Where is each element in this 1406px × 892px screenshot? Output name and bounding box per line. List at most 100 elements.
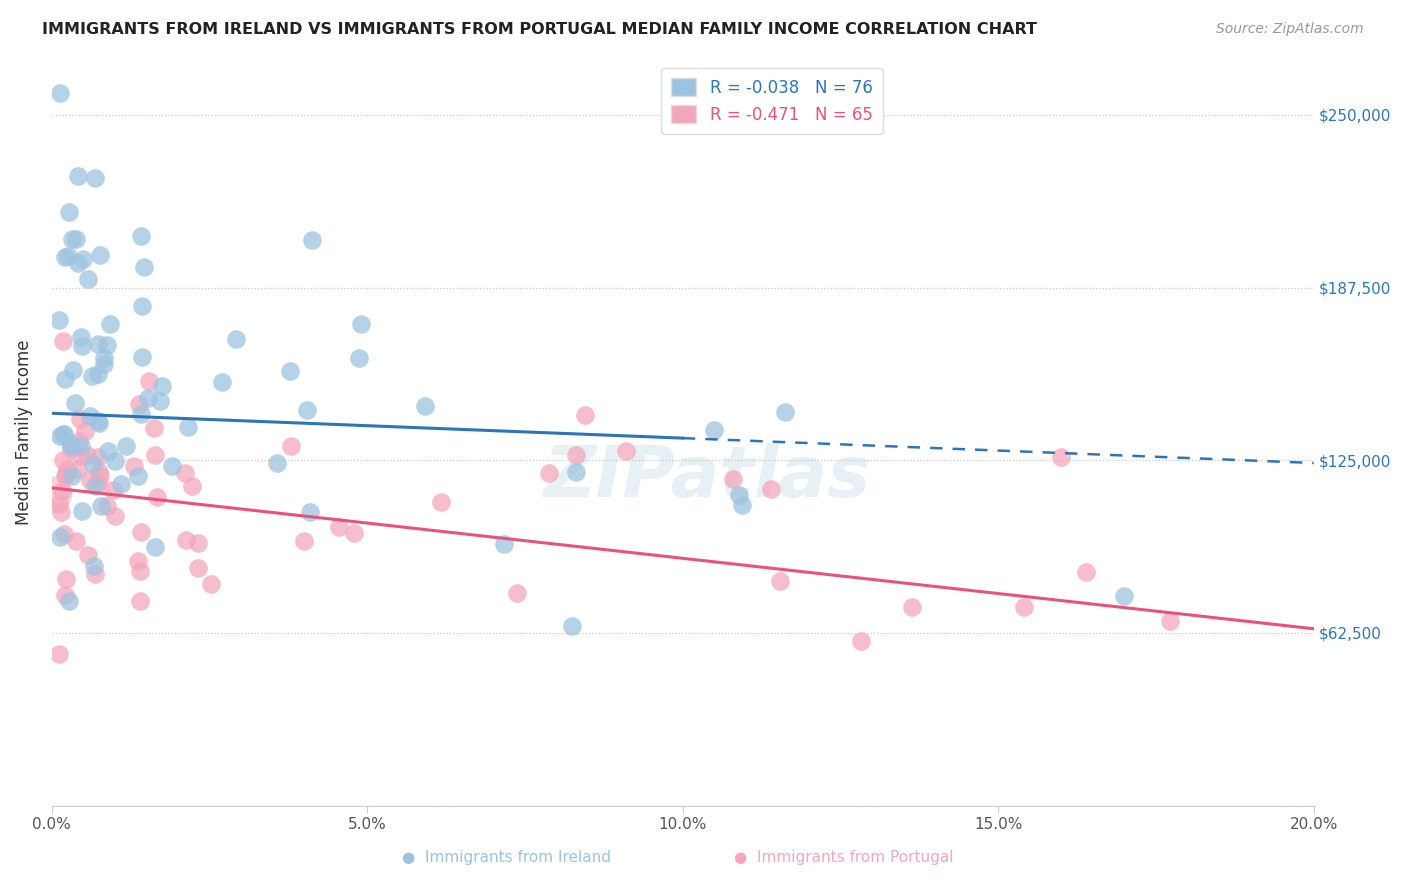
Point: [328, 519, 350, 533]
Point: [138, 374, 160, 388]
Point: [769, 574, 792, 588]
Point: [76, 448, 98, 462]
Point: [84, 567, 107, 582]
Point: [87, 414, 110, 428]
Point: [127, 469, 149, 483]
Point: [413, 399, 436, 413]
Point: [110, 477, 132, 491]
Point: [79, 474, 101, 488]
Point: [52, 427, 75, 442]
Point: [70, 339, 93, 353]
Point: [70, 439, 93, 453]
Point: [127, 554, 149, 568]
Point: [48, 647, 70, 661]
Point: [292, 533, 315, 548]
Point: [187, 561, 209, 575]
Point: [565, 465, 588, 479]
Point: [561, 619, 583, 633]
Point: [53, 250, 76, 264]
Point: [131, 351, 153, 365]
Point: [56, 249, 79, 263]
Point: [89, 466, 111, 480]
Point: [59, 436, 82, 450]
Point: [80, 368, 103, 383]
Point: [69, 412, 91, 426]
Point: [131, 299, 153, 313]
Point: [128, 396, 150, 410]
Point: [96, 499, 118, 513]
Point: [129, 565, 152, 579]
Point: [297, 402, 319, 417]
Point: [616, 443, 638, 458]
Point: [55, 467, 77, 482]
Point: [96, 338, 118, 352]
Point: [48, 429, 70, 443]
Point: [301, 233, 323, 247]
Point: [87, 450, 110, 464]
Point: [574, 409, 596, 423]
Point: [129, 408, 152, 422]
Point: [98, 318, 121, 332]
Text: ●  Immigrants from Portugal: ● Immigrants from Portugal: [734, 850, 953, 865]
Point: [1049, 450, 1071, 464]
Point: [278, 364, 301, 378]
Point: [73, 424, 96, 438]
Point: [51, 484, 73, 499]
Point: [53, 588, 76, 602]
Point: [62, 363, 84, 377]
Point: [65, 533, 87, 548]
Point: [211, 375, 233, 389]
Text: ZIPatlas: ZIPatlas: [544, 442, 872, 512]
Point: [52, 334, 75, 348]
Point: [93, 351, 115, 365]
Legend: R = -0.038   N = 76, R = -0.471   N = 65: R = -0.038 N = 76, R = -0.471 N = 65: [661, 68, 883, 134]
Text: ●  Immigrants from Ireland: ● Immigrants from Ireland: [402, 850, 610, 865]
Point: [721, 472, 744, 486]
Point: [87, 337, 110, 351]
Point: [87, 416, 110, 430]
Point: [55, 573, 77, 587]
Point: [83, 559, 105, 574]
Point: [181, 479, 204, 493]
Point: [160, 459, 183, 474]
Point: [298, 505, 321, 519]
Point: [76, 271, 98, 285]
Point: [136, 391, 159, 405]
Point: [131, 525, 153, 540]
Point: [60, 232, 83, 246]
Point: [63, 396, 86, 410]
Point: [53, 372, 76, 386]
Point: [901, 600, 924, 615]
Point: [82, 458, 104, 472]
Point: [174, 533, 197, 548]
Point: [79, 409, 101, 423]
Point: [150, 379, 173, 393]
Point: [145, 448, 167, 462]
Point: [49, 86, 72, 100]
Point: [143, 421, 166, 435]
Point: [87, 475, 110, 490]
Point: [565, 448, 588, 462]
Point: [59, 438, 82, 452]
Point: [129, 594, 152, 608]
Point: [69, 434, 91, 448]
Point: [67, 256, 90, 270]
Point: [342, 525, 364, 540]
Point: [143, 540, 166, 554]
Point: [49, 531, 72, 545]
Point: [1159, 614, 1181, 628]
Point: [44, 486, 66, 500]
Point: [49, 505, 72, 519]
Point: [132, 260, 155, 274]
Point: [60, 442, 83, 456]
Point: [149, 394, 172, 409]
Point: [72, 252, 94, 266]
Point: [60, 469, 83, 483]
Point: [70, 330, 93, 344]
Point: [773, 405, 796, 419]
Point: [70, 504, 93, 518]
Point: [53, 526, 76, 541]
Point: [76, 548, 98, 562]
Point: [53, 468, 76, 483]
Point: [52, 427, 75, 442]
